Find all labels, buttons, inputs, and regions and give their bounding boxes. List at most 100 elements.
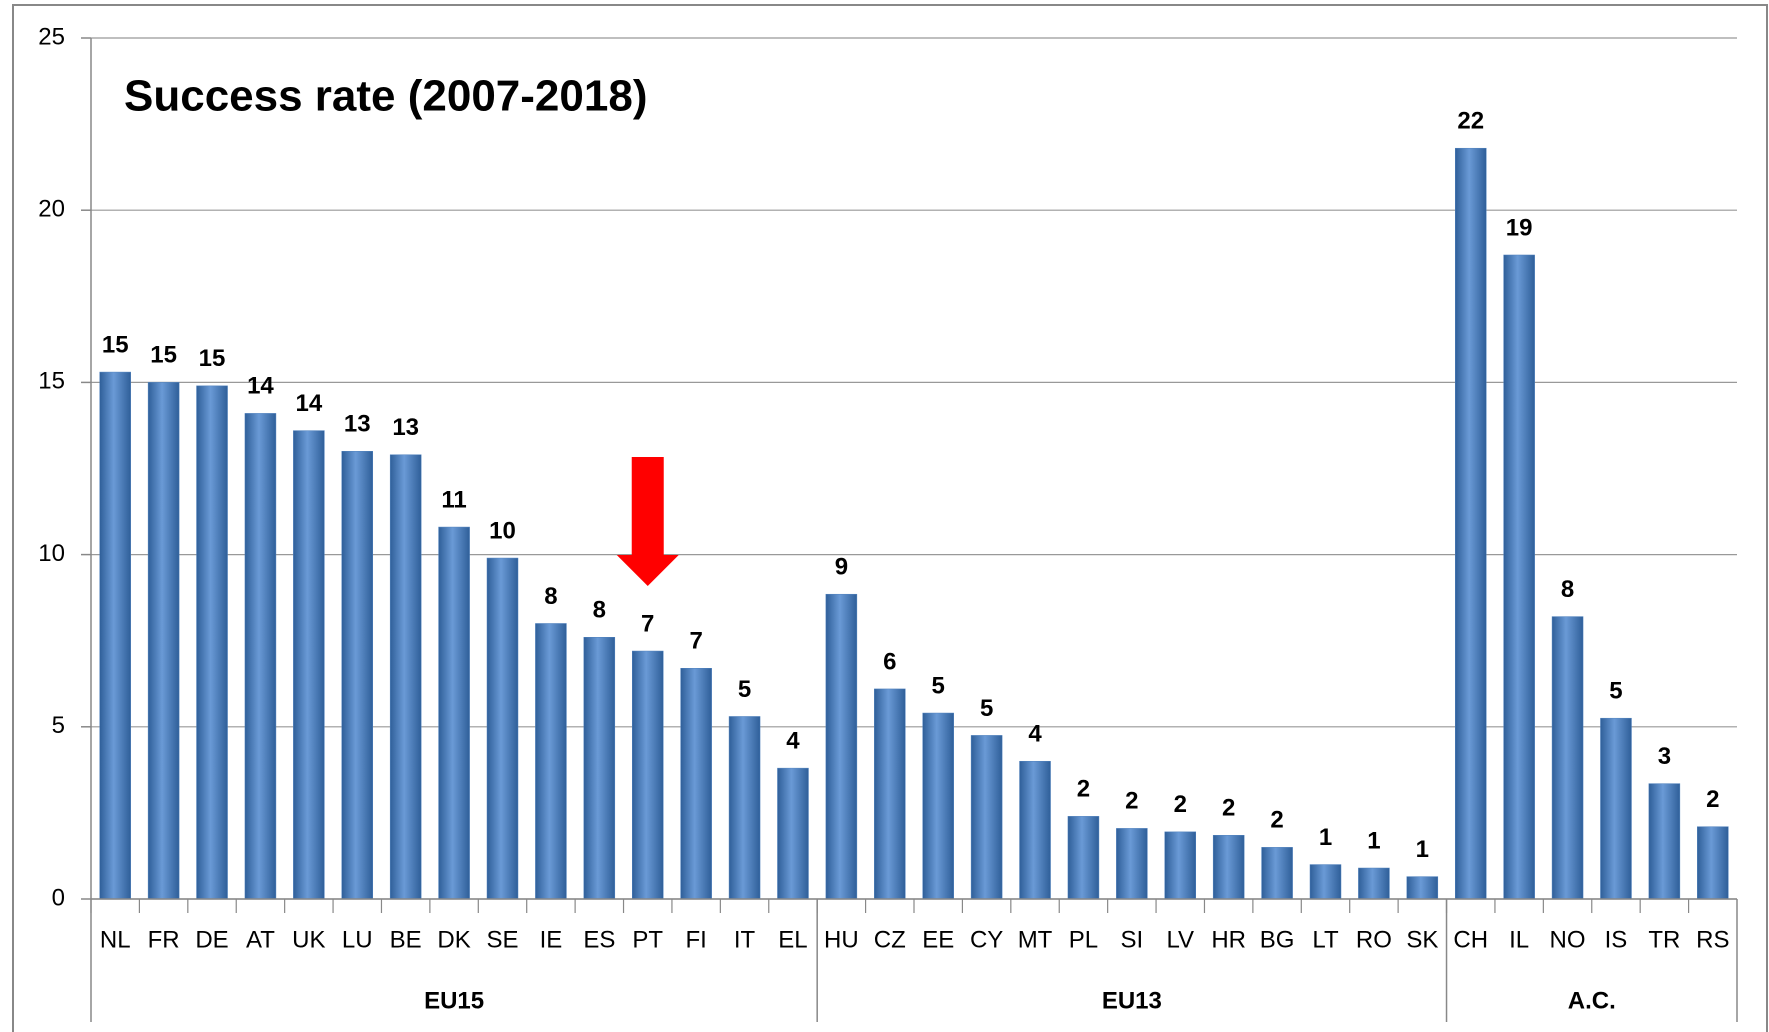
bar [583, 637, 616, 900]
bar [293, 430, 325, 900]
x-tick-label: BG [1260, 926, 1295, 953]
bar [874, 688, 906, 900]
data-label: 2 [1174, 791, 1187, 818]
bar [147, 382, 180, 900]
data-label: 10 [489, 517, 516, 544]
data-label: 1 [1367, 827, 1380, 854]
data-label: 7 [689, 628, 702, 655]
data-label: 7 [641, 610, 654, 637]
x-tick-label: CH [1453, 926, 1488, 953]
x-tick-label: SE [486, 926, 518, 953]
bar [486, 557, 519, 900]
x-tick-label: EE [922, 926, 954, 953]
data-label: 5 [980, 695, 993, 722]
x-tick-label: RS [1696, 926, 1729, 953]
bar [1019, 760, 1051, 900]
y-tick-label: 10 [38, 540, 65, 567]
data-label: 5 [932, 672, 945, 699]
data-label: 3 [1658, 743, 1671, 770]
bar [777, 767, 809, 900]
bar [1406, 876, 1439, 900]
data-label: 5 [1609, 678, 1622, 705]
bar [1309, 864, 1342, 900]
bar [1116, 828, 1148, 900]
data-label: 4 [786, 727, 800, 754]
data-label: 19 [1506, 214, 1533, 241]
group-label: EU15 [424, 987, 484, 1014]
x-tick-label: TR [1648, 926, 1680, 953]
x-tick-label: PT [632, 926, 663, 953]
data-label: 8 [593, 597, 606, 624]
x-tick-label: IT [734, 926, 756, 953]
x-tick-label: LV [1166, 926, 1194, 953]
y-tick-label: 5 [52, 712, 65, 739]
x-tick-label: DE [195, 926, 228, 953]
x-tick-label: FI [685, 926, 706, 953]
bar [438, 526, 470, 900]
y-tick-label: 0 [52, 884, 65, 911]
bar [1600, 717, 1632, 900]
bar [244, 413, 277, 900]
group-label: A.C. [1568, 987, 1616, 1014]
x-tick-label: LU [342, 926, 373, 953]
data-label: 5 [738, 676, 751, 703]
x-tick-label: HR [1211, 926, 1246, 953]
data-label: 11 [441, 486, 466, 513]
x-tick-label: PL [1069, 926, 1098, 953]
x-tick-label: CZ [874, 926, 906, 953]
x-tick-label: SI [1121, 926, 1144, 953]
bar [389, 454, 422, 900]
bar [1261, 847, 1293, 900]
data-label: 15 [150, 342, 177, 369]
data-label: 4 [1028, 721, 1042, 748]
x-tick-label: EL [778, 926, 807, 953]
data-label: 22 [1457, 108, 1484, 135]
bar [1164, 831, 1197, 900]
bar [1648, 783, 1681, 900]
x-tick-label: NL [100, 926, 131, 953]
bar [970, 735, 1003, 900]
x-tick-label: AT [246, 926, 275, 953]
annotation-arrow [616, 457, 679, 586]
bar [825, 593, 858, 900]
chart-title: Success rate (2007-2018) [124, 72, 647, 121]
data-label: 14 [296, 390, 323, 417]
x-tick-label: SK [1406, 926, 1438, 953]
data-label: 2 [1125, 788, 1138, 815]
data-label: 15 [102, 331, 129, 358]
bar [1454, 147, 1487, 900]
group-label: EU13 [1102, 987, 1162, 1014]
bar [1212, 835, 1245, 900]
x-tick-label: IL [1509, 926, 1529, 953]
bar [341, 451, 374, 900]
x-tick-label: RO [1356, 926, 1392, 953]
x-tick-label: FR [148, 926, 180, 953]
data-label: 8 [544, 583, 557, 610]
x-tick-label: HU [824, 926, 859, 953]
x-tick-label: CY [970, 926, 1003, 953]
data-label: 9 [835, 554, 848, 581]
x-tick-label: ES [583, 926, 615, 953]
data-label: 2 [1270, 807, 1283, 834]
data-label: 13 [392, 414, 419, 441]
data-label: 2 [1706, 786, 1719, 813]
y-tick-label: 15 [38, 368, 65, 395]
data-label: 2 [1222, 795, 1235, 822]
x-tick-label: LT [1312, 926, 1339, 953]
data-label: 1 [1416, 836, 1429, 863]
data-label: 6 [883, 648, 896, 675]
x-tick-label: BE [390, 926, 422, 953]
data-label: 13 [344, 411, 371, 438]
chart-frame [12, 4, 1768, 1032]
x-tick-label: UK [292, 926, 325, 953]
bar [728, 716, 761, 900]
data-label: 2 [1077, 776, 1090, 803]
x-tick-label: IE [540, 926, 563, 953]
bar [1697, 826, 1729, 900]
x-tick-label: MT [1018, 926, 1053, 953]
bar [1503, 254, 1535, 900]
bar [922, 712, 954, 900]
x-tick-label: NO [1550, 926, 1586, 953]
x-tick-label: IS [1605, 926, 1628, 953]
